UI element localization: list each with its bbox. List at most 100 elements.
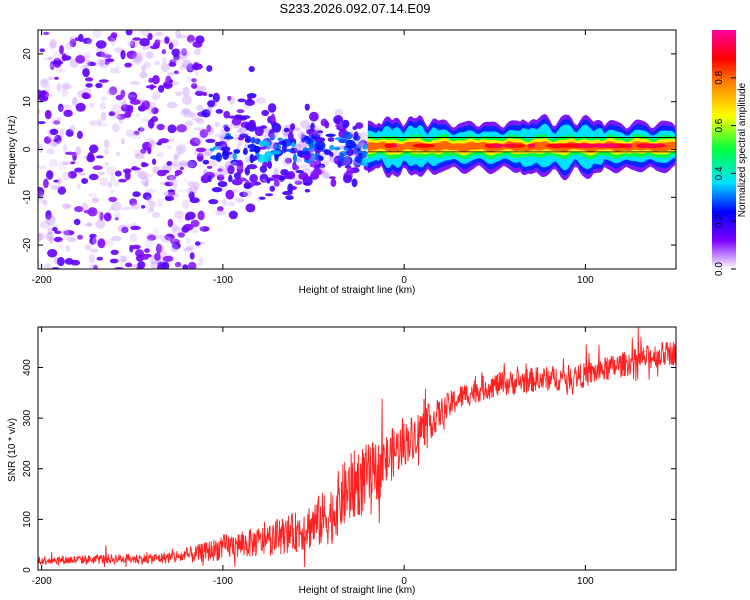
spectrogram-cell: [208, 93, 213, 98]
spectrogram-cell: [45, 231, 54, 241]
spectrogram-cell: [218, 165, 225, 173]
spectrogram-peak: [548, 143, 562, 148]
spectrogram-cell: [189, 252, 195, 260]
spectrogram-peak: [412, 143, 435, 148]
spectrogram-cell: [95, 82, 103, 89]
spectrogram-cell: [343, 174, 352, 184]
spectrogram-cell: [93, 30, 102, 39]
spectrogram-cell: [265, 193, 274, 197]
y-tick-label: 10: [22, 96, 33, 108]
spectrogram-cell: [271, 149, 282, 155]
spectrogram-cell: [271, 174, 282, 178]
spectrogram-cell: [89, 144, 99, 154]
spectrogram-cell: [323, 149, 332, 156]
spectrogram-cell: [185, 211, 196, 220]
spectrogram-cell: [49, 38, 57, 49]
spectrogram-cell: [38, 261, 42, 269]
spectrogram-cell: [225, 189, 235, 200]
spectrogram-cell: [74, 167, 84, 173]
spectrogram-cell: [324, 121, 330, 129]
spectrogram-cell: [283, 127, 290, 133]
spectrogram-cell: [127, 104, 134, 114]
spectrogram-cell: [84, 51, 92, 59]
spectrogram-cell: [271, 122, 282, 133]
spectrogram-cell: [248, 119, 256, 129]
spectrogram-cell: [142, 192, 152, 201]
spectrogram-cell: [206, 124, 212, 133]
spectrogram-cell: [239, 126, 247, 134]
spectrogram-cell: [104, 148, 110, 156]
spectrogram-cell: [145, 51, 154, 59]
spectrogram-cell: [173, 153, 178, 161]
spectrogram-cell: [322, 171, 330, 179]
spectrogram-cell: [139, 126, 145, 134]
spectrogram-cell: [38, 144, 44, 153]
spectrogram-cell: [47, 76, 54, 81]
spectrogram-cell: [237, 136, 245, 141]
spectrogram-cell: [57, 68, 67, 74]
spectrogram-cell: [76, 184, 82, 190]
spectrogram-cell: [338, 138, 349, 144]
spectrogram-cell: [74, 206, 84, 213]
colorbar-label: Normalized spectral amplitude: [737, 82, 748, 217]
spectrogram-cell: [161, 49, 167, 55]
x-tick-label: -200: [32, 275, 52, 286]
x-tick-label: -100: [213, 275, 233, 286]
spectrogram-cell: [89, 120, 98, 126]
spectrogram-cell: [238, 141, 243, 146]
spectrogram-cell: [150, 261, 160, 269]
spectrogram-cell: [217, 206, 224, 212]
spectrogram-cell: [61, 83, 73, 90]
spectrogram-cell: [167, 189, 176, 193]
spectrogram-cell: [239, 191, 249, 197]
spectrogram-cell: [126, 50, 137, 60]
spectrogram-x-label: Height of straight line (km): [299, 285, 416, 296]
spectrogram-cell: [331, 150, 341, 157]
spectrogram-cell: [185, 245, 196, 250]
spectrogram-cell: [314, 140, 326, 151]
colorbar: 0.0 0.2 0.4 0.6 0.8 Normalized spectral ampl…: [712, 30, 748, 276]
spectrogram-cell: [186, 34, 195, 43]
spectrogram-cell: [222, 143, 227, 148]
spectrogram-cell: [121, 226, 129, 234]
spectrogram-cell: [248, 66, 255, 73]
spectrogram-cell: [125, 30, 133, 36]
spectrogram-cell: [163, 191, 174, 197]
spectrogram-cell: [111, 235, 122, 242]
spectrogram-cell: [131, 244, 141, 250]
spectrogram-cell: [233, 149, 241, 154]
spectrogram-cell: [61, 53, 67, 62]
spectrogram-cell: [160, 235, 171, 244]
spectrogram-cell: [64, 151, 75, 155]
spectrogram-cell: [182, 223, 194, 231]
spectrogram-cell: [216, 174, 225, 181]
spectrogram-cell: [273, 179, 280, 187]
spectrogram-cell: [151, 107, 159, 115]
spectrogram-cell: [145, 188, 157, 194]
spectrogram-cell: [85, 77, 94, 82]
spectrogram-cell: [202, 92, 207, 96]
spectrogram-cell: [345, 170, 353, 174]
spectrogram-cell: [133, 130, 140, 136]
spectrogram-cell: [52, 227, 58, 232]
spectrogram-cell: [258, 140, 269, 147]
spectrogram-cell: [172, 242, 181, 250]
spectrogram-cell: [149, 101, 157, 109]
spectrogram-cell: [52, 67, 64, 72]
spectrogram-cell: [179, 160, 188, 167]
spectrogram-cell: [186, 63, 195, 73]
spectrogram-cell: [81, 202, 89, 211]
spectrogram-cell: [126, 40, 134, 46]
spectrogram-cell: [135, 249, 144, 257]
spectrogram-cell: [259, 165, 268, 173]
spectrogram-cell: [169, 137, 175, 143]
spectrogram-cell: [134, 149, 141, 157]
spectrogram-cell: [215, 152, 222, 162]
spectrogram-cell: [82, 67, 90, 78]
spectrogram-cell: [188, 191, 195, 200]
spectrogram-cell: [196, 104, 204, 112]
spectrogram-cell: [158, 138, 169, 144]
spectrogram-cell: [174, 152, 180, 160]
spectrogram-cell: [40, 78, 49, 88]
colorbar-tick-label: 0.6: [714, 118, 725, 132]
